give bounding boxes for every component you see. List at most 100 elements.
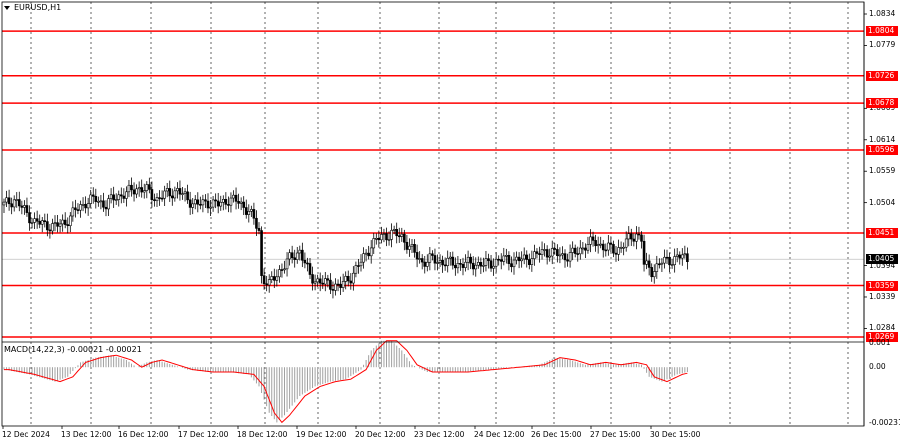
candle-body [492, 265, 495, 269]
candle-body [81, 203, 85, 206]
candle-body [344, 275, 348, 282]
candle-body [127, 184, 131, 193]
candle-body [5, 197, 8, 203]
candle-body [423, 261, 427, 267]
candle-body [571, 247, 574, 253]
candle-body [171, 195, 174, 199]
candle-body [624, 238, 628, 248]
candle-body [173, 190, 177, 199]
candle-body [545, 249, 549, 258]
candle-body [267, 279, 271, 286]
candle-body [456, 262, 460, 269]
candle-body [183, 191, 187, 194]
candle-body [635, 233, 638, 242]
candle-body [214, 199, 217, 202]
candle-body [573, 247, 577, 254]
candle-body [275, 276, 279, 281]
candle-body [168, 188, 172, 197]
time-axis-label: 30 Dec 15:00 [650, 430, 701, 439]
candle-body [158, 197, 161, 199]
candle-body [548, 255, 552, 258]
candle-body [405, 241, 409, 250]
candle-body [244, 207, 248, 215]
candle-body [650, 267, 654, 278]
price-candles [2, 177, 689, 299]
candle-body [53, 222, 57, 224]
candle-body [543, 249, 546, 251]
time-axis-label: 16 Dec 12:00 [118, 430, 169, 439]
plot-border [1, 1, 865, 427]
candle-body [578, 247, 582, 255]
candle-body [25, 205, 29, 213]
candle-body [250, 209, 253, 212]
candle-body [380, 234, 383, 241]
candle-body [362, 253, 365, 263]
candle-body [374, 237, 378, 240]
candle-body [487, 258, 490, 262]
candle-body [331, 289, 335, 291]
candle-body [288, 252, 291, 260]
candle-body [489, 260, 493, 269]
candle-body [38, 220, 42, 225]
candle-body [482, 265, 485, 267]
candle-body [443, 264, 447, 267]
candle-body [670, 264, 674, 266]
candle-body [176, 188, 179, 192]
candle-body [10, 203, 13, 208]
candle-body [680, 254, 684, 259]
candle-body [507, 255, 511, 264]
candle-body [461, 263, 465, 268]
candle-body [612, 244, 615, 254]
candle-body [2, 201, 6, 206]
candle-body [196, 199, 200, 205]
candle-body [17, 199, 21, 207]
price-axis-label: 1.0614 [869, 134, 896, 144]
candle-body [663, 256, 666, 264]
candle-body [329, 279, 332, 290]
candle-body [140, 187, 143, 193]
time-axis-label: 27 Dec 15:00 [590, 430, 641, 439]
candle-body [224, 199, 228, 205]
time-axis-label: 12 Dec 2024 [2, 430, 50, 439]
candle-body [69, 215, 72, 227]
candle-body [454, 264, 457, 269]
candle-body [678, 254, 682, 259]
candle-body [530, 258, 534, 265]
candle-body [354, 265, 358, 274]
macd-title: MACD(14,22,3) -0.00021 -0.00021 [4, 345, 142, 354]
candle-body [520, 258, 523, 262]
candle-body [181, 193, 184, 195]
candle-body [474, 264, 478, 270]
candle-body [499, 259, 503, 262]
candle-body [505, 255, 508, 257]
candle-body [431, 253, 434, 256]
candle-body [550, 248, 554, 257]
candle-body [339, 283, 342, 288]
support-resistance-levels [2, 30, 864, 338]
candle-body [382, 233, 386, 235]
candle-body [346, 275, 350, 282]
candle-body [420, 258, 424, 263]
candle-body [91, 194, 95, 197]
candle-body [645, 260, 648, 265]
candle-body [576, 253, 580, 255]
candle-body [209, 206, 212, 209]
candle-body [599, 243, 603, 246]
candle-body [668, 256, 671, 266]
candle-body [239, 201, 243, 204]
candle-body [188, 199, 192, 208]
candle-body [222, 199, 225, 203]
candle-body [160, 197, 164, 200]
candle-body [652, 271, 656, 278]
candle-body [502, 255, 506, 262]
candle-body [125, 191, 128, 199]
chart-frame [1, 1, 867, 429]
candle-body [601, 243, 605, 251]
candle-body [392, 229, 396, 231]
candle-body [609, 242, 613, 245]
candle-body [538, 253, 541, 255]
chart-menu-icon[interactable] [4, 6, 10, 10]
candle-body [163, 190, 166, 199]
candle-body [448, 256, 452, 259]
